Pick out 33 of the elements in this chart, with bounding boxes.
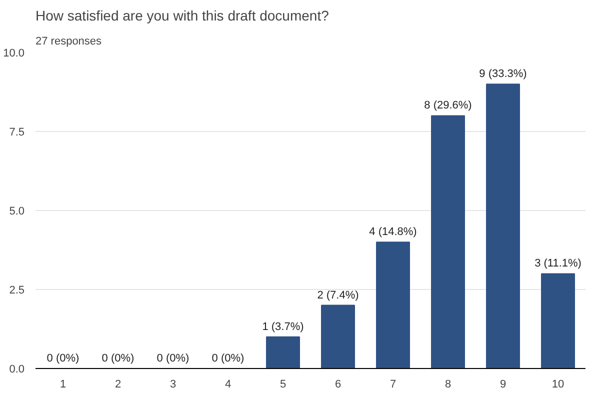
data-label: 3 (11.1%) [534,258,582,270]
y-tick-label: 0.0 [9,364,25,376]
bar [266,336,300,368]
chart-title: How satisfied are you with this draft document? [36,8,330,24]
bar [321,304,355,368]
x-tick-label: 7 [390,378,396,390]
data-label: 4 (14.8%) [369,226,417,238]
y-tick-label: 10.0 [3,48,25,60]
bar [486,84,520,368]
x-tick-label: 1 [60,378,66,390]
data-label: 8 (29.6%) [424,100,472,112]
x-tick-label: 2 [114,378,122,390]
data-label: 2 (7.4%) [317,289,359,302]
data-label: 0 (0%) [156,352,190,364]
x-tick-label: 6 [334,378,342,390]
data-label: 9 (33.3%) [479,68,527,80]
x-tick-label: 4 [224,378,232,390]
y-tick-label: 2.5 [9,284,25,296]
x-tick-label: 10 [552,378,564,390]
x-tick-label: 8 [444,378,452,390]
data-label: 0 (0%) [212,352,244,364]
x-tick-label: 5 [280,378,286,390]
data-label: 0 (0%) [102,352,134,364]
data-label: 0 (0%) [46,352,80,364]
bar [541,273,575,368]
x-tick-label: 9 [500,378,506,390]
bar [431,115,465,368]
y-tick-label: 7.5 [9,126,25,138]
y-tick-label: 5.0 [9,206,25,218]
chart-subtitle: 27 responses [36,36,102,48]
bar [376,242,410,368]
data-label: 1 (3.7%) [262,320,304,333]
x-tick-label: 3 [170,378,176,390]
